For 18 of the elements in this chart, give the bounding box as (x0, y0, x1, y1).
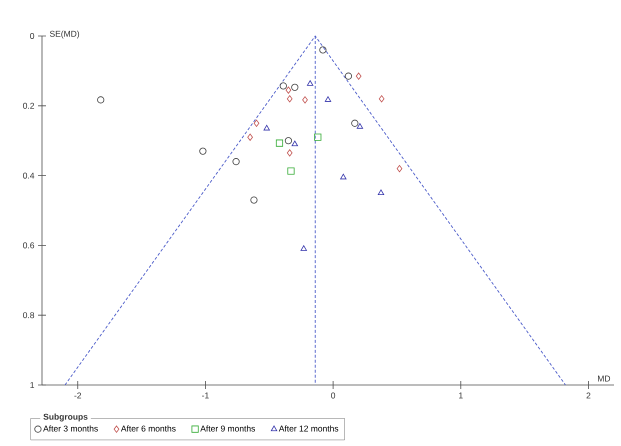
legend-label: After 6 months (120, 425, 176, 432)
y-tick-label: 1 (30, 382, 34, 388)
x-tick-label: 0 (331, 392, 336, 398)
y-tick-label: 0.4 (23, 172, 34, 179)
legend-label: After 3 months (43, 425, 98, 432)
x-tick-label: 2 (586, 392, 590, 398)
legend-title: Subgroups (43, 414, 88, 422)
y-tick-label: 0.6 (23, 242, 34, 248)
x-tick-label: 1 (459, 392, 463, 398)
y-tick-label: 0.8 (23, 312, 34, 318)
legend-label: After 12 months (278, 425, 338, 432)
x-axis-title: MD (598, 376, 610, 382)
x-tick-label: -1 (202, 392, 209, 398)
legend-label: After 9 months (200, 425, 256, 432)
y-axis-title: SE(MD) (50, 30, 80, 38)
y-tick-label: 0 (30, 33, 34, 39)
y-tick-label: 0.2 (23, 102, 34, 109)
x-tick-label: -2 (74, 392, 82, 398)
